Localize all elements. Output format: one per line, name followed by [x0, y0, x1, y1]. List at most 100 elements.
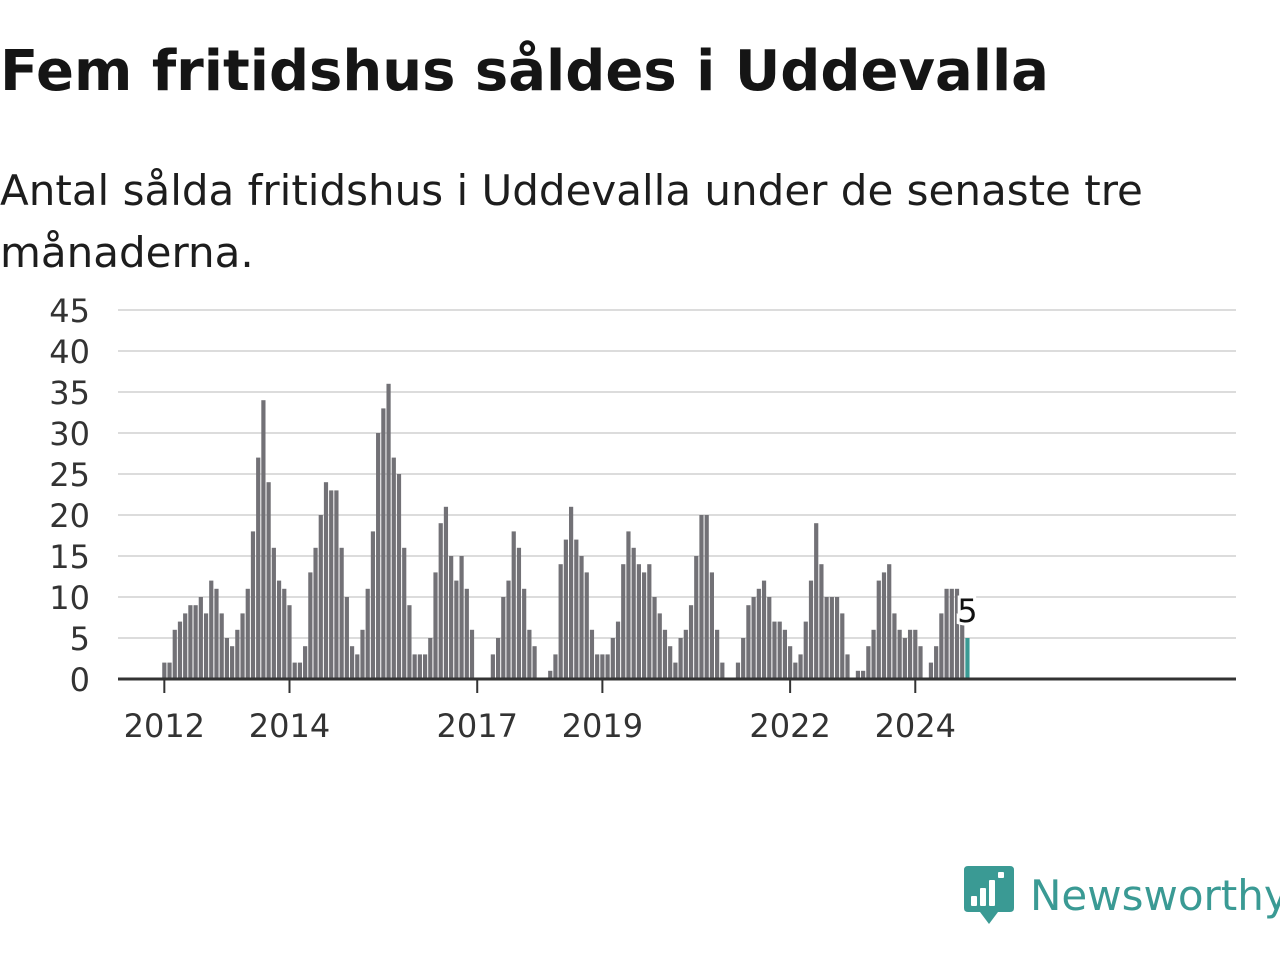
newsworthy-logo-text: Newsworthy	[1030, 871, 1280, 920]
bar	[652, 597, 657, 679]
bar	[276, 580, 282, 679]
bar	[595, 654, 600, 679]
bar	[642, 572, 647, 679]
bar	[527, 629, 532, 679]
bar	[767, 597, 772, 679]
bar	[621, 564, 626, 679]
bar	[303, 646, 308, 679]
chart-title: Fem fritidshus såldes i Uddevalla	[0, 39, 1049, 104]
bar	[834, 597, 840, 679]
bar	[626, 531, 631, 679]
bar	[709, 572, 714, 679]
bar	[516, 547, 522, 679]
bar	[407, 605, 412, 679]
x-axis-tick-labels: 2012 2014 2017 2019 2022 2024	[124, 707, 956, 745]
bar	[579, 556, 584, 679]
bar	[349, 646, 355, 679]
bar	[261, 400, 266, 679]
bar	[720, 662, 725, 679]
bar-latest	[965, 638, 970, 679]
bar	[871, 629, 876, 679]
bar	[819, 564, 824, 679]
grid-lines	[118, 309, 1236, 639]
bar	[673, 662, 678, 679]
bar	[235, 629, 240, 679]
bar	[433, 572, 438, 679]
y-tick-label: 20	[49, 497, 90, 535]
y-tick-label: 10	[49, 579, 90, 617]
bar	[788, 646, 793, 679]
bar	[798, 654, 803, 679]
data-label-latest: 5	[957, 592, 977, 630]
bar	[198, 597, 203, 679]
bar	[532, 646, 537, 679]
bar	[386, 383, 391, 679]
x-tick-label: 2012	[124, 707, 205, 745]
bar	[939, 613, 944, 679]
chart-subtitle: Antal sålda fritidshus i Uddevalla under…	[0, 166, 1143, 277]
bar	[907, 629, 913, 679]
bar	[172, 629, 177, 679]
bar	[308, 572, 313, 679]
bar	[913, 629, 918, 679]
bar	[209, 580, 214, 679]
bar	[584, 572, 589, 679]
y-tick-label: 5	[70, 620, 90, 658]
bar	[694, 556, 699, 679]
bar	[506, 580, 511, 679]
bar	[558, 564, 563, 679]
bar	[297, 662, 303, 679]
bar	[657, 613, 662, 679]
bar	[741, 638, 746, 679]
bar	[897, 629, 902, 679]
bar	[803, 621, 808, 679]
y-tick-label: 30	[49, 415, 90, 453]
y-tick-label: 45	[49, 292, 90, 330]
bar	[469, 629, 475, 679]
bar	[511, 531, 516, 679]
bar	[861, 670, 866, 679]
newsworthy-logo-icon	[964, 866, 1014, 924]
bar	[793, 662, 798, 679]
bar	[855, 670, 861, 679]
bar	[250, 531, 256, 679]
y-tick-label: 25	[49, 456, 90, 494]
bar	[887, 564, 892, 679]
bar	[318, 515, 323, 679]
bar	[162, 662, 167, 679]
bar	[563, 539, 568, 679]
bar	[949, 588, 954, 679]
bar	[501, 597, 506, 679]
bar	[391, 457, 396, 679]
bar	[636, 564, 641, 679]
bar	[323, 482, 329, 679]
bar	[756, 588, 761, 679]
bar	[245, 588, 250, 679]
bar	[495, 638, 501, 679]
bar	[370, 531, 376, 679]
bar	[928, 662, 934, 679]
bar	[688, 605, 694, 679]
bar	[600, 654, 605, 679]
bar	[840, 613, 845, 679]
bar	[428, 638, 433, 679]
x-tick-label: 2014	[249, 707, 330, 745]
bar	[339, 547, 344, 679]
bar	[522, 588, 527, 679]
bar	[224, 638, 230, 679]
bar	[183, 613, 188, 679]
bar	[282, 588, 287, 679]
bar	[553, 654, 558, 679]
bar	[761, 580, 767, 679]
bar	[292, 662, 297, 679]
bar	[240, 613, 245, 679]
bar	[615, 621, 621, 679]
bar	[417, 654, 422, 679]
data-labels: 5	[954, 589, 980, 633]
bar	[459, 556, 464, 679]
bar	[715, 629, 720, 679]
bar	[412, 654, 417, 679]
bar	[569, 506, 574, 679]
bar	[944, 588, 949, 679]
y-tick-label: 35	[49, 374, 90, 412]
